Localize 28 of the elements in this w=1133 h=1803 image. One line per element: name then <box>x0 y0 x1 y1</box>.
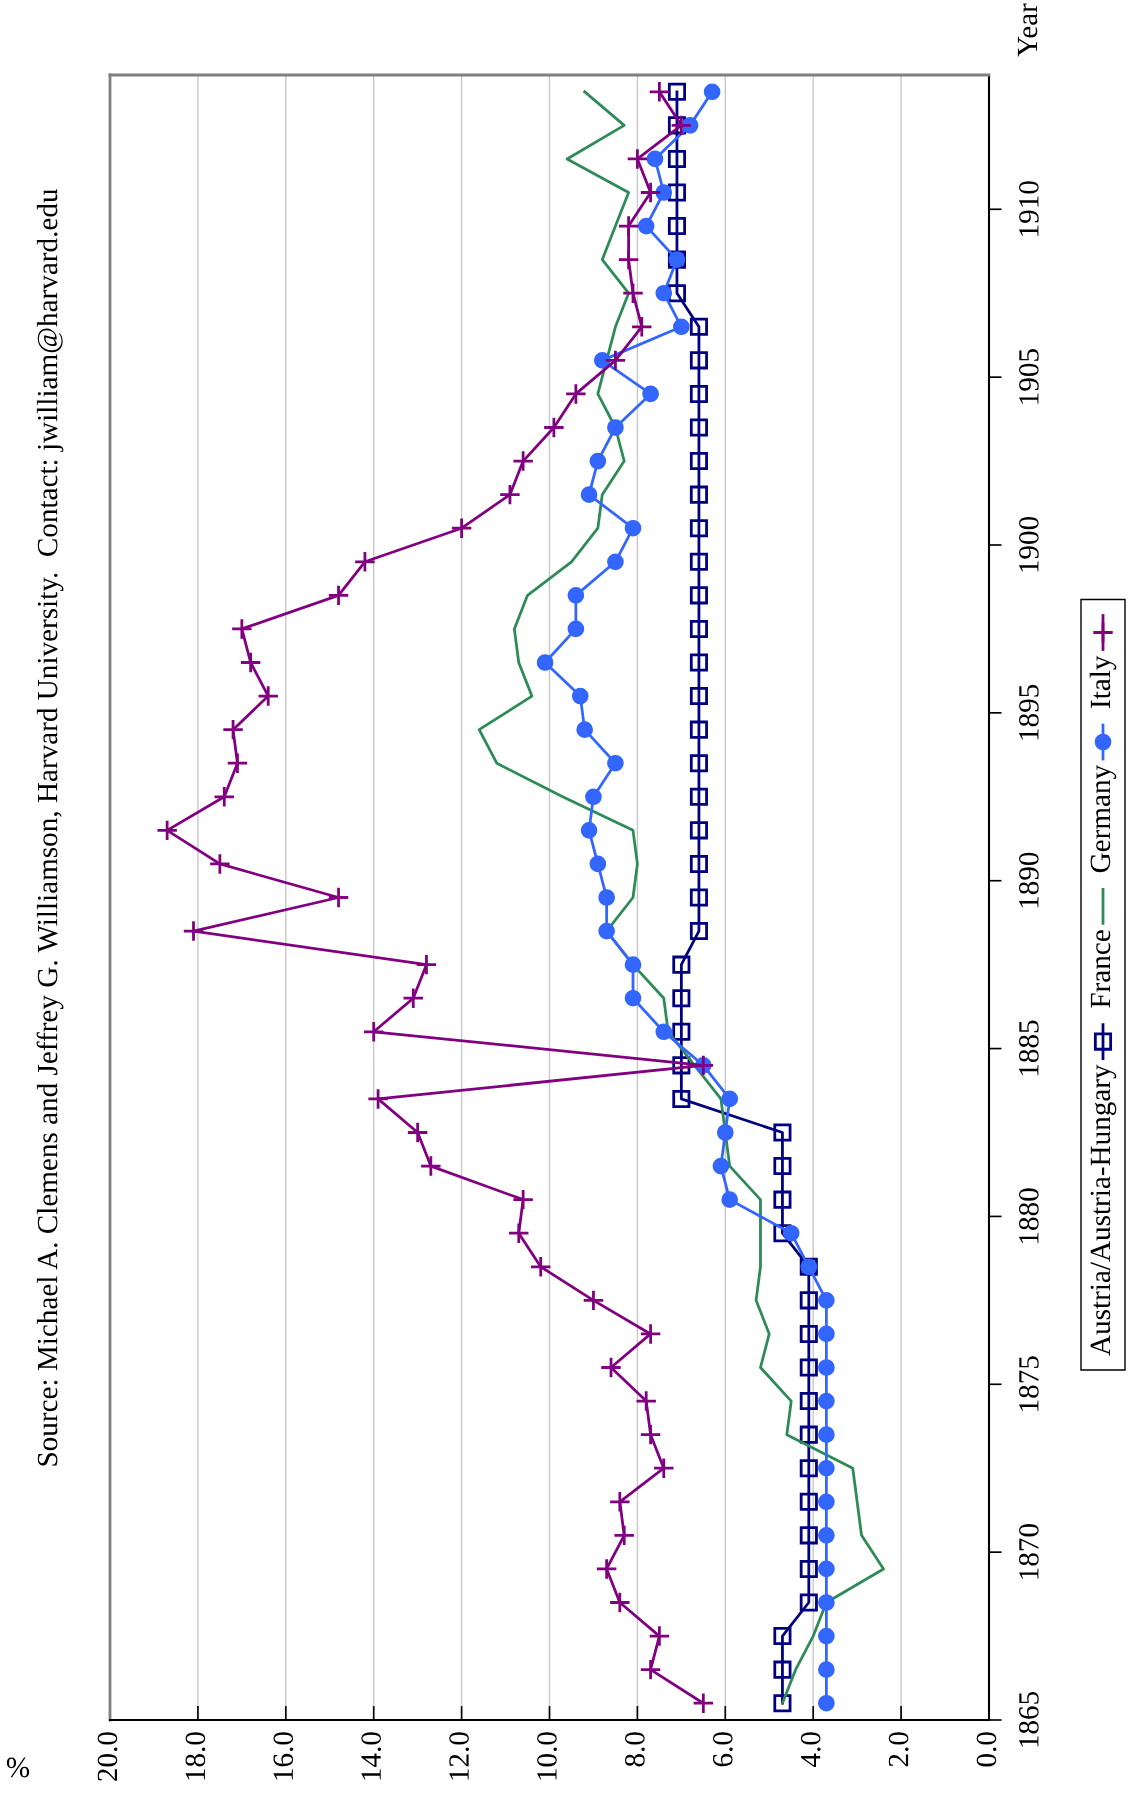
x-tick-label: 4.0 <box>800 1732 821 1767</box>
x-tick-label: 10.0 <box>537 1732 557 1780</box>
y-tick-label: 1890 <box>1019 852 1039 908</box>
y-tick-label: 1875 <box>1019 1356 1039 1411</box>
x-axis-title: % <box>6 1757 30 1778</box>
x-tick-label: 16.0 <box>273 1732 294 1780</box>
x-tick-label: 20.0 <box>97 1732 118 1781</box>
x-tick-label: 6.0 <box>712 1732 733 1767</box>
x-tick-label: 2.0 <box>888 1732 909 1767</box>
x-tick-label: 0.0 <box>976 1732 997 1767</box>
y-tick-label: 1900 <box>1019 516 1039 572</box>
legend-label: Italy <box>1089 655 1117 708</box>
x-tick-label: 14.0 <box>361 1732 382 1780</box>
y-axis-title: Year <box>1017 3 1038 57</box>
legend-label: Germany <box>1090 764 1117 873</box>
x-tick-label: 18.0 <box>185 1732 206 1780</box>
x-tick-label: 12.0 <box>449 1732 470 1780</box>
y-tick-label: 1910 <box>1019 181 1039 236</box>
y-tick-label: 1885 <box>1019 1020 1039 1076</box>
x-tick-label: 8.0 <box>625 1732 645 1767</box>
y-tick-label: 1905 <box>1019 349 1039 404</box>
legend-label: France <box>1090 930 1111 1008</box>
y-tick-label: 1865 <box>1019 1691 1039 1747</box>
legend-label: Austria/Austria-Hungary <box>1090 1064 1117 1356</box>
y-tick-label: 1895 <box>1019 684 1039 740</box>
y-tick-label: 1870 <box>1019 1524 1039 1579</box>
source-note: Source: Michael A. Clemens and Jeffrey G. Williamson, Harvard University. Contact: jwilliam@harvard.edu <box>36 188 64 1466</box>
y-tick-label: 1880 <box>1019 1188 1039 1244</box>
